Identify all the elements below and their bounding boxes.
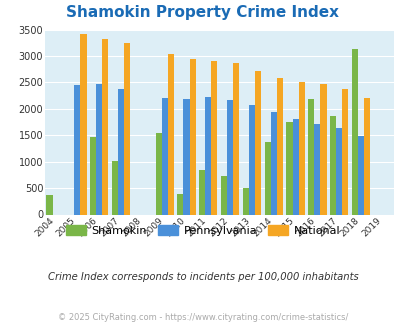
- Bar: [351, 49, 357, 214]
- Text: Shamokin Property Crime Index: Shamokin Property Crime Index: [66, 5, 339, 20]
- Bar: [112, 161, 118, 215]
- Bar: [286, 122, 292, 214]
- Text: © 2025 CityRating.com - https://www.cityrating.com/crime-statistics/: © 2025 CityRating.com - https://www.city…: [58, 314, 347, 322]
- Bar: [313, 124, 320, 214]
- Bar: [46, 195, 52, 214]
- Bar: [335, 128, 341, 214]
- Bar: [226, 100, 232, 214]
- Bar: [320, 84, 326, 214]
- Bar: [242, 188, 248, 214]
- Bar: [177, 194, 183, 214]
- Bar: [292, 119, 298, 214]
- Bar: [270, 112, 276, 214]
- Legend: Shamokin, Pennsylvania, National: Shamokin, Pennsylvania, National: [61, 221, 344, 240]
- Bar: [232, 63, 239, 214]
- Bar: [161, 98, 167, 214]
- Bar: [96, 84, 102, 214]
- Text: Crime Index corresponds to incidents per 100,000 inhabitants: Crime Index corresponds to incidents per…: [47, 272, 358, 282]
- Bar: [74, 85, 80, 214]
- Bar: [276, 78, 282, 214]
- Bar: [329, 116, 335, 214]
- Bar: [155, 133, 161, 214]
- Bar: [118, 89, 124, 214]
- Bar: [363, 98, 369, 214]
- Bar: [189, 59, 195, 214]
- Bar: [102, 39, 108, 214]
- Bar: [220, 176, 226, 214]
- Bar: [205, 97, 211, 214]
- Bar: [80, 34, 86, 214]
- Bar: [254, 71, 260, 214]
- Bar: [124, 43, 130, 214]
- Bar: [264, 142, 270, 214]
- Bar: [167, 54, 173, 214]
- Bar: [199, 170, 205, 214]
- Bar: [248, 105, 254, 214]
- Bar: [183, 99, 189, 214]
- Bar: [357, 136, 363, 214]
- Bar: [341, 89, 347, 214]
- Bar: [90, 137, 96, 214]
- Bar: [211, 61, 217, 214]
- Bar: [298, 82, 304, 214]
- Bar: [307, 99, 313, 214]
